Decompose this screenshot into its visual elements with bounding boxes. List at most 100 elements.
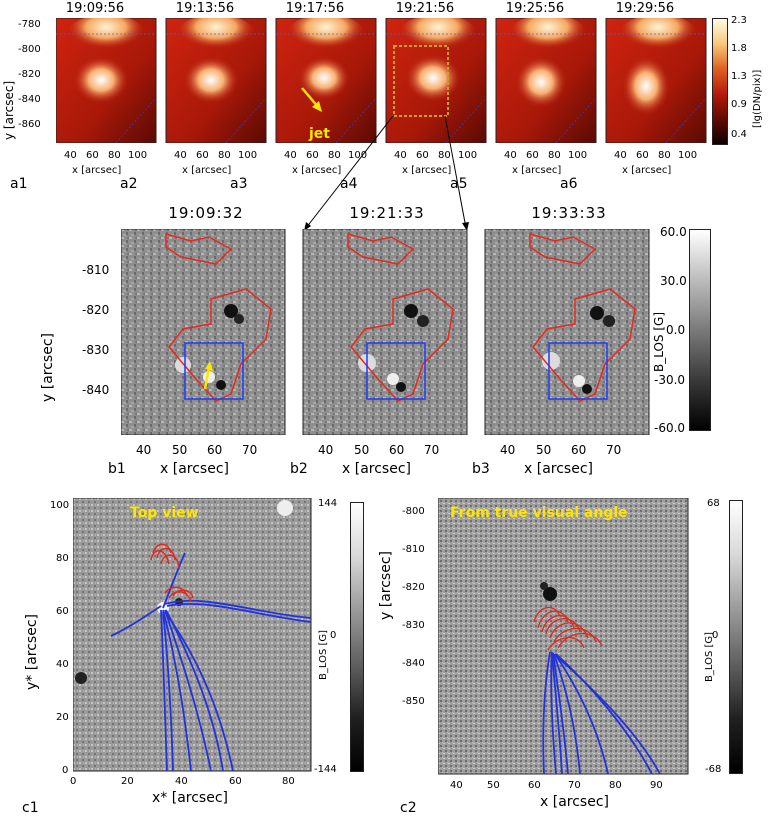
zoom-box [393, 45, 449, 117]
aia-panel-a2 [165, 18, 267, 143]
fieldline-panel-c1 [73, 498, 312, 772]
xtick: 0 [70, 776, 77, 787]
cbar-c1-tick: 144 [318, 498, 338, 509]
panel-label-b2: b2 [290, 461, 308, 477]
xlabel-a4: x [arcsec] [402, 165, 452, 176]
ytick-b: -830 [82, 343, 110, 357]
time-b3: 19:33:33 [531, 204, 607, 222]
panel-label-a4: a4 [340, 176, 358, 192]
xtick: 40 [64, 150, 77, 161]
xtick: 60 [86, 150, 99, 161]
ytick-c1: 40 [56, 659, 69, 670]
xlabel-b2: x [arcsec] [342, 461, 411, 477]
xtick: 80 [548, 150, 561, 161]
cbar-c1-tick: 0 [330, 630, 337, 641]
ytick-a: -860 [18, 119, 41, 130]
xtick: 60 [571, 443, 587, 457]
cbar-a-tick: 0.4 [731, 129, 747, 140]
panel-label-b3: b3 [472, 461, 490, 477]
cbar-c2-label: B_LOS [G] [704, 631, 715, 682]
xlabel-a5: x [arcsec] [512, 165, 562, 176]
cbar-a-tick: 1.3 [731, 71, 747, 82]
ytick-a: -780 [18, 19, 41, 30]
panel-label-a1: a1 [10, 176, 28, 192]
jet-label: jet [309, 126, 330, 142]
xtick: 60 [196, 150, 209, 161]
ylabel-c2: y [arcsec] [378, 551, 394, 620]
open-fieldlines-c2 [542, 651, 661, 775]
xlabel-b1: x [arcsec] [160, 461, 229, 477]
panel-label-c1: c1 [22, 800, 39, 816]
xlabel-a2: x [arcsec] [182, 165, 232, 176]
xtick: 40 [500, 443, 516, 457]
ylabel-c1: y* [arcsec] [24, 614, 40, 690]
xtick: 80 [218, 150, 231, 161]
xtick: 60 [416, 150, 429, 161]
xtick: 100 [348, 150, 368, 161]
open-fieldlines-c1 [110, 552, 312, 772]
xtick: 40 [614, 150, 627, 161]
time-a2: 19:13:56 [175, 1, 235, 16]
xlabel-c2: x [arcsec] [540, 794, 609, 810]
xtick: 100 [458, 150, 478, 161]
xtick: 40 [175, 776, 188, 787]
colorbar-b [689, 229, 711, 431]
ytick-c2: -800 [402, 506, 425, 517]
cbar-b-tick: 0.0 [666, 323, 686, 337]
xtick: 40 [504, 150, 517, 161]
ytick-c1: 80 [56, 553, 69, 564]
hmi-panel-b3 [484, 229, 650, 435]
cbar-c2-tick: 0 [712, 630, 719, 641]
xtick: 40 [174, 150, 187, 161]
ytick-c1: 0 [62, 765, 69, 776]
aia-panel-a1 [56, 18, 157, 143]
time-a3: 19:17:56 [285, 1, 345, 16]
panel-label-a6: a6 [560, 176, 578, 192]
xtick: 70 [242, 443, 258, 457]
xtick: 100 [678, 150, 698, 161]
time-a4: 19:21:56 [395, 1, 455, 16]
cbar-b-tick: 30.0 [660, 274, 687, 288]
ytick-c2: -810 [402, 544, 425, 555]
aia-panels [56, 18, 707, 143]
title-c1: Top view [130, 505, 199, 521]
ytick-c1: 60 [56, 606, 69, 617]
hmi-panel-b2 [302, 229, 468, 435]
xtick: 80 [108, 150, 121, 161]
ytick-c2: -850 [402, 696, 425, 707]
time-a6: 19:29:56 [615, 1, 675, 16]
hmi-panels [121, 229, 650, 435]
panel-label-a3: a3 [230, 176, 248, 192]
ytick-c2: -830 [402, 620, 425, 631]
xtick: 80 [438, 150, 451, 161]
xtick: 80 [658, 150, 671, 161]
time-b2: 19:21:33 [349, 204, 425, 222]
ytick-b: -810 [82, 263, 110, 277]
cbar-c2-tick: 68 [707, 498, 720, 509]
ytick-a: -800 [18, 44, 41, 55]
xtick: 60 [229, 776, 242, 787]
aia-panel-a5 [495, 18, 597, 143]
xtick: 70 [424, 443, 440, 457]
cbar-b-tick: -30.0 [654, 373, 686, 387]
xtick: 100 [128, 150, 148, 161]
ytick-b: -820 [82, 303, 110, 317]
xtick: 60 [526, 150, 539, 161]
cbar-c1-label: B_LOS [G] [318, 629, 329, 680]
xlabel-a6: x [arcsec] [622, 165, 672, 176]
colorbar-a [712, 18, 728, 145]
aia-panel-a3 [275, 18, 377, 143]
closed-fieldlines-c1 [150, 543, 194, 603]
xtick: 50 [487, 780, 500, 791]
cbar-b-tick: 60.0 [660, 225, 687, 239]
ytick-c2: -820 [402, 582, 425, 593]
ytick-a: -820 [18, 69, 41, 80]
xlabel-b3: x [arcsec] [524, 461, 593, 477]
cbar-c1-tick: -144 [314, 764, 337, 775]
xlabel-a3: x [arcsec] [292, 165, 342, 176]
xtick: 80 [328, 150, 341, 161]
cbar-c2-tick: -68 [705, 764, 722, 775]
xtick: 60 [636, 150, 649, 161]
panel-label-a5: a5 [450, 176, 468, 192]
xlabel-a1: x [arcsec] [72, 165, 122, 176]
